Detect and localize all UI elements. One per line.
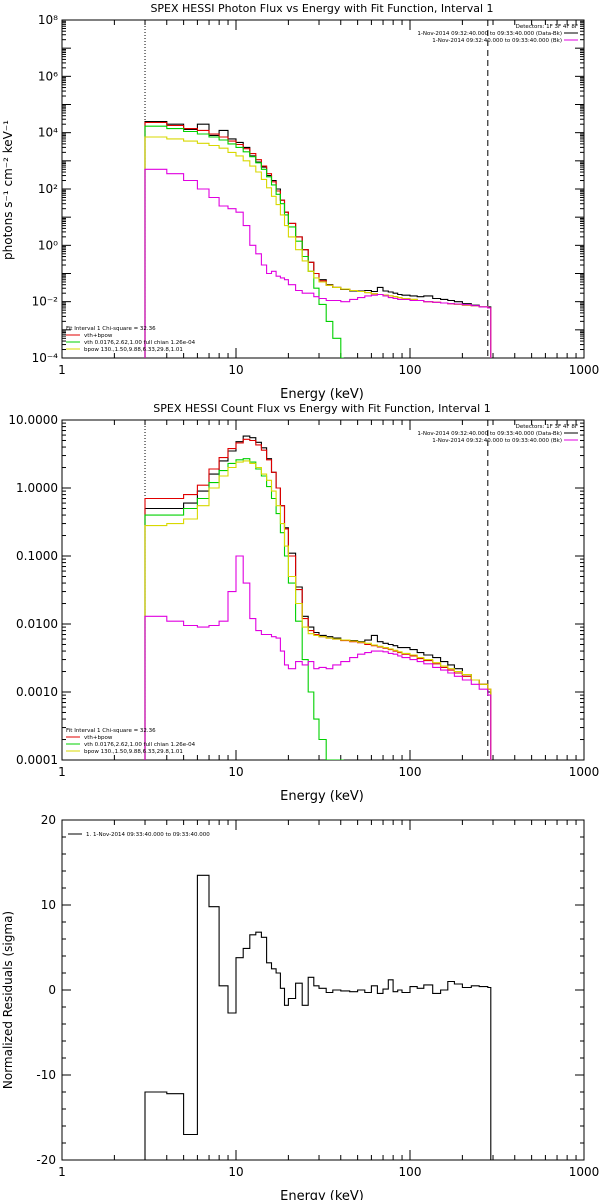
legend-fit-label: vth 0.0176,2.62,1.00 full chian 1.26e-04 (84, 340, 196, 346)
legend-bk-label: 1-Nov-2014 09:32:40.000 to 09:33:40.000 … (432, 38, 562, 44)
series-line-4 (144, 555, 492, 760)
y-tick-label: 10 (41, 898, 56, 912)
x-tick-label: 100 (399, 1165, 422, 1179)
y-tick-label: 10⁻² (32, 295, 59, 309)
x-tick-label: 1 (58, 765, 66, 779)
residuals-plot: 1 10 100 1000 -20 -10 0 10 20 1. 1-Nov-2014 09:33… (36, 813, 599, 1179)
count-flux-xlabel: Energy (keV) (280, 789, 364, 804)
photon-flux-plot: 1 10 100 1000 10⁻⁴ 10⁻² 10⁰ 10² 10⁴ 10⁶ 10⁸ Detecto… (32, 13, 600, 377)
count-flux-plot: 1 10 100 1000 0.0001 0.0010 0.0100 0.1000 1.0000… (8, 413, 599, 779)
photon-flux-xlabel: Energy (keV) (280, 387, 364, 402)
y-tick-label: 0.0010 (16, 685, 58, 699)
y-tick-label: 10⁶ (38, 69, 58, 83)
legend-fit-label: bpow 130.,1.50,9.88,6.33,29.8,1.01 (84, 749, 183, 755)
plot-frame (61, 419, 585, 761)
y-tick-label: 0.0001 (16, 753, 58, 767)
series-line-2 (144, 125, 344, 358)
x-tick-label: 10 (228, 363, 243, 377)
legend-fit-interval: Fit Interval 1 Chi-square = 32.36 (66, 326, 156, 332)
legend-fit-label: vth+bpow (84, 735, 113, 741)
y-tick-label: 10² (38, 182, 58, 196)
residuals-panel: Energy (keV) Normalized Residuals (sigma… (1, 813, 599, 1200)
count-flux-title: SPEX HESSI Count Flux vs Energy with Fit… (153, 402, 490, 415)
x-tick-label: 100 (399, 363, 422, 377)
y-tick-label: 10⁻⁴ (32, 351, 59, 365)
residuals-ylabel: Normalized Residuals (sigma) (1, 911, 15, 1089)
photon-flux-panel: SPEX HESSI Photon Flux vs Energy with Fi… (1, 2, 599, 402)
series-line-4 (144, 168, 492, 358)
y-tick-label: 10⁰ (38, 238, 58, 252)
legend-fit-label: bpow 130.,1.50,9.88,6.33,29.8,1.01 (84, 347, 183, 353)
y-tick-label: 1.0000 (16, 481, 58, 495)
legend-residual-label: 1. 1-Nov-2014 09:33:40.000 to 09:33:40.0… (86, 832, 210, 838)
legend-detectors: Detectors: 1F 3F 4F 8F (516, 424, 578, 430)
plot-data-layer (144, 874, 492, 1160)
count-flux-panel: SPEX HESSI Count Flux vs Energy with Fit… (8, 402, 599, 804)
x-tick-label: 1000 (569, 363, 600, 377)
y-tick-label: 0 (48, 983, 56, 997)
series-line-2 (144, 458, 344, 760)
x-tick-label: 1000 (569, 765, 600, 779)
legend-fit-interval: Fit Interval 1 Chi-square = 32.36 (66, 728, 156, 734)
series-line-0 (144, 874, 492, 1160)
x-tick-label: 1 (58, 1165, 66, 1179)
legend-fit-label: vth 0.0176,2.62,1.00 full chian 1.26e-04 (84, 742, 196, 748)
plot-data-layer (144, 420, 492, 760)
x-tick-label: 1 (58, 363, 66, 377)
legend-data-label: 1-Nov-2014 09:32:40.000 to 09:33:40.000 … (417, 31, 562, 37)
x-tick-label: 10 (228, 1165, 243, 1179)
residuals-xlabel: Energy (keV) (280, 1189, 364, 1200)
series-line-3 (144, 460, 492, 760)
legend-fit-label: vth+bpow (84, 333, 113, 339)
legend-bk-label: 1-Nov-2014 09:32:40.000 to 09:33:40.000 … (432, 438, 562, 444)
y-tick-label: 10.0000 (8, 413, 58, 427)
y-tick-label: 20 (41, 813, 56, 827)
y-tick-label: 0.0100 (16, 617, 58, 631)
y-tick-label: -20 (36, 1153, 56, 1167)
photon-flux-ylabel: photons s⁻¹ cm⁻² keV⁻¹ (1, 120, 15, 260)
photon-flux-title: SPEX HESSI Photon Flux vs Energy with Fi… (150, 2, 493, 15)
x-tick-label: 10 (228, 765, 243, 779)
legend-data-label: 1-Nov-2014 09:32:40.000 to 09:33:40.000 … (417, 431, 562, 437)
x-tick-label: 100 (399, 765, 422, 779)
y-tick-label: 10⁴ (38, 126, 58, 140)
legend-detectors: Detectors: 1F 3F 4F 8F (516, 24, 578, 30)
plot-data-layer (144, 20, 492, 358)
y-tick-label: 0.1000 (16, 549, 58, 563)
y-tick-label: -10 (36, 1068, 56, 1082)
x-tick-label: 1000 (569, 1165, 600, 1179)
y-tick-label: 10⁸ (38, 13, 58, 27)
